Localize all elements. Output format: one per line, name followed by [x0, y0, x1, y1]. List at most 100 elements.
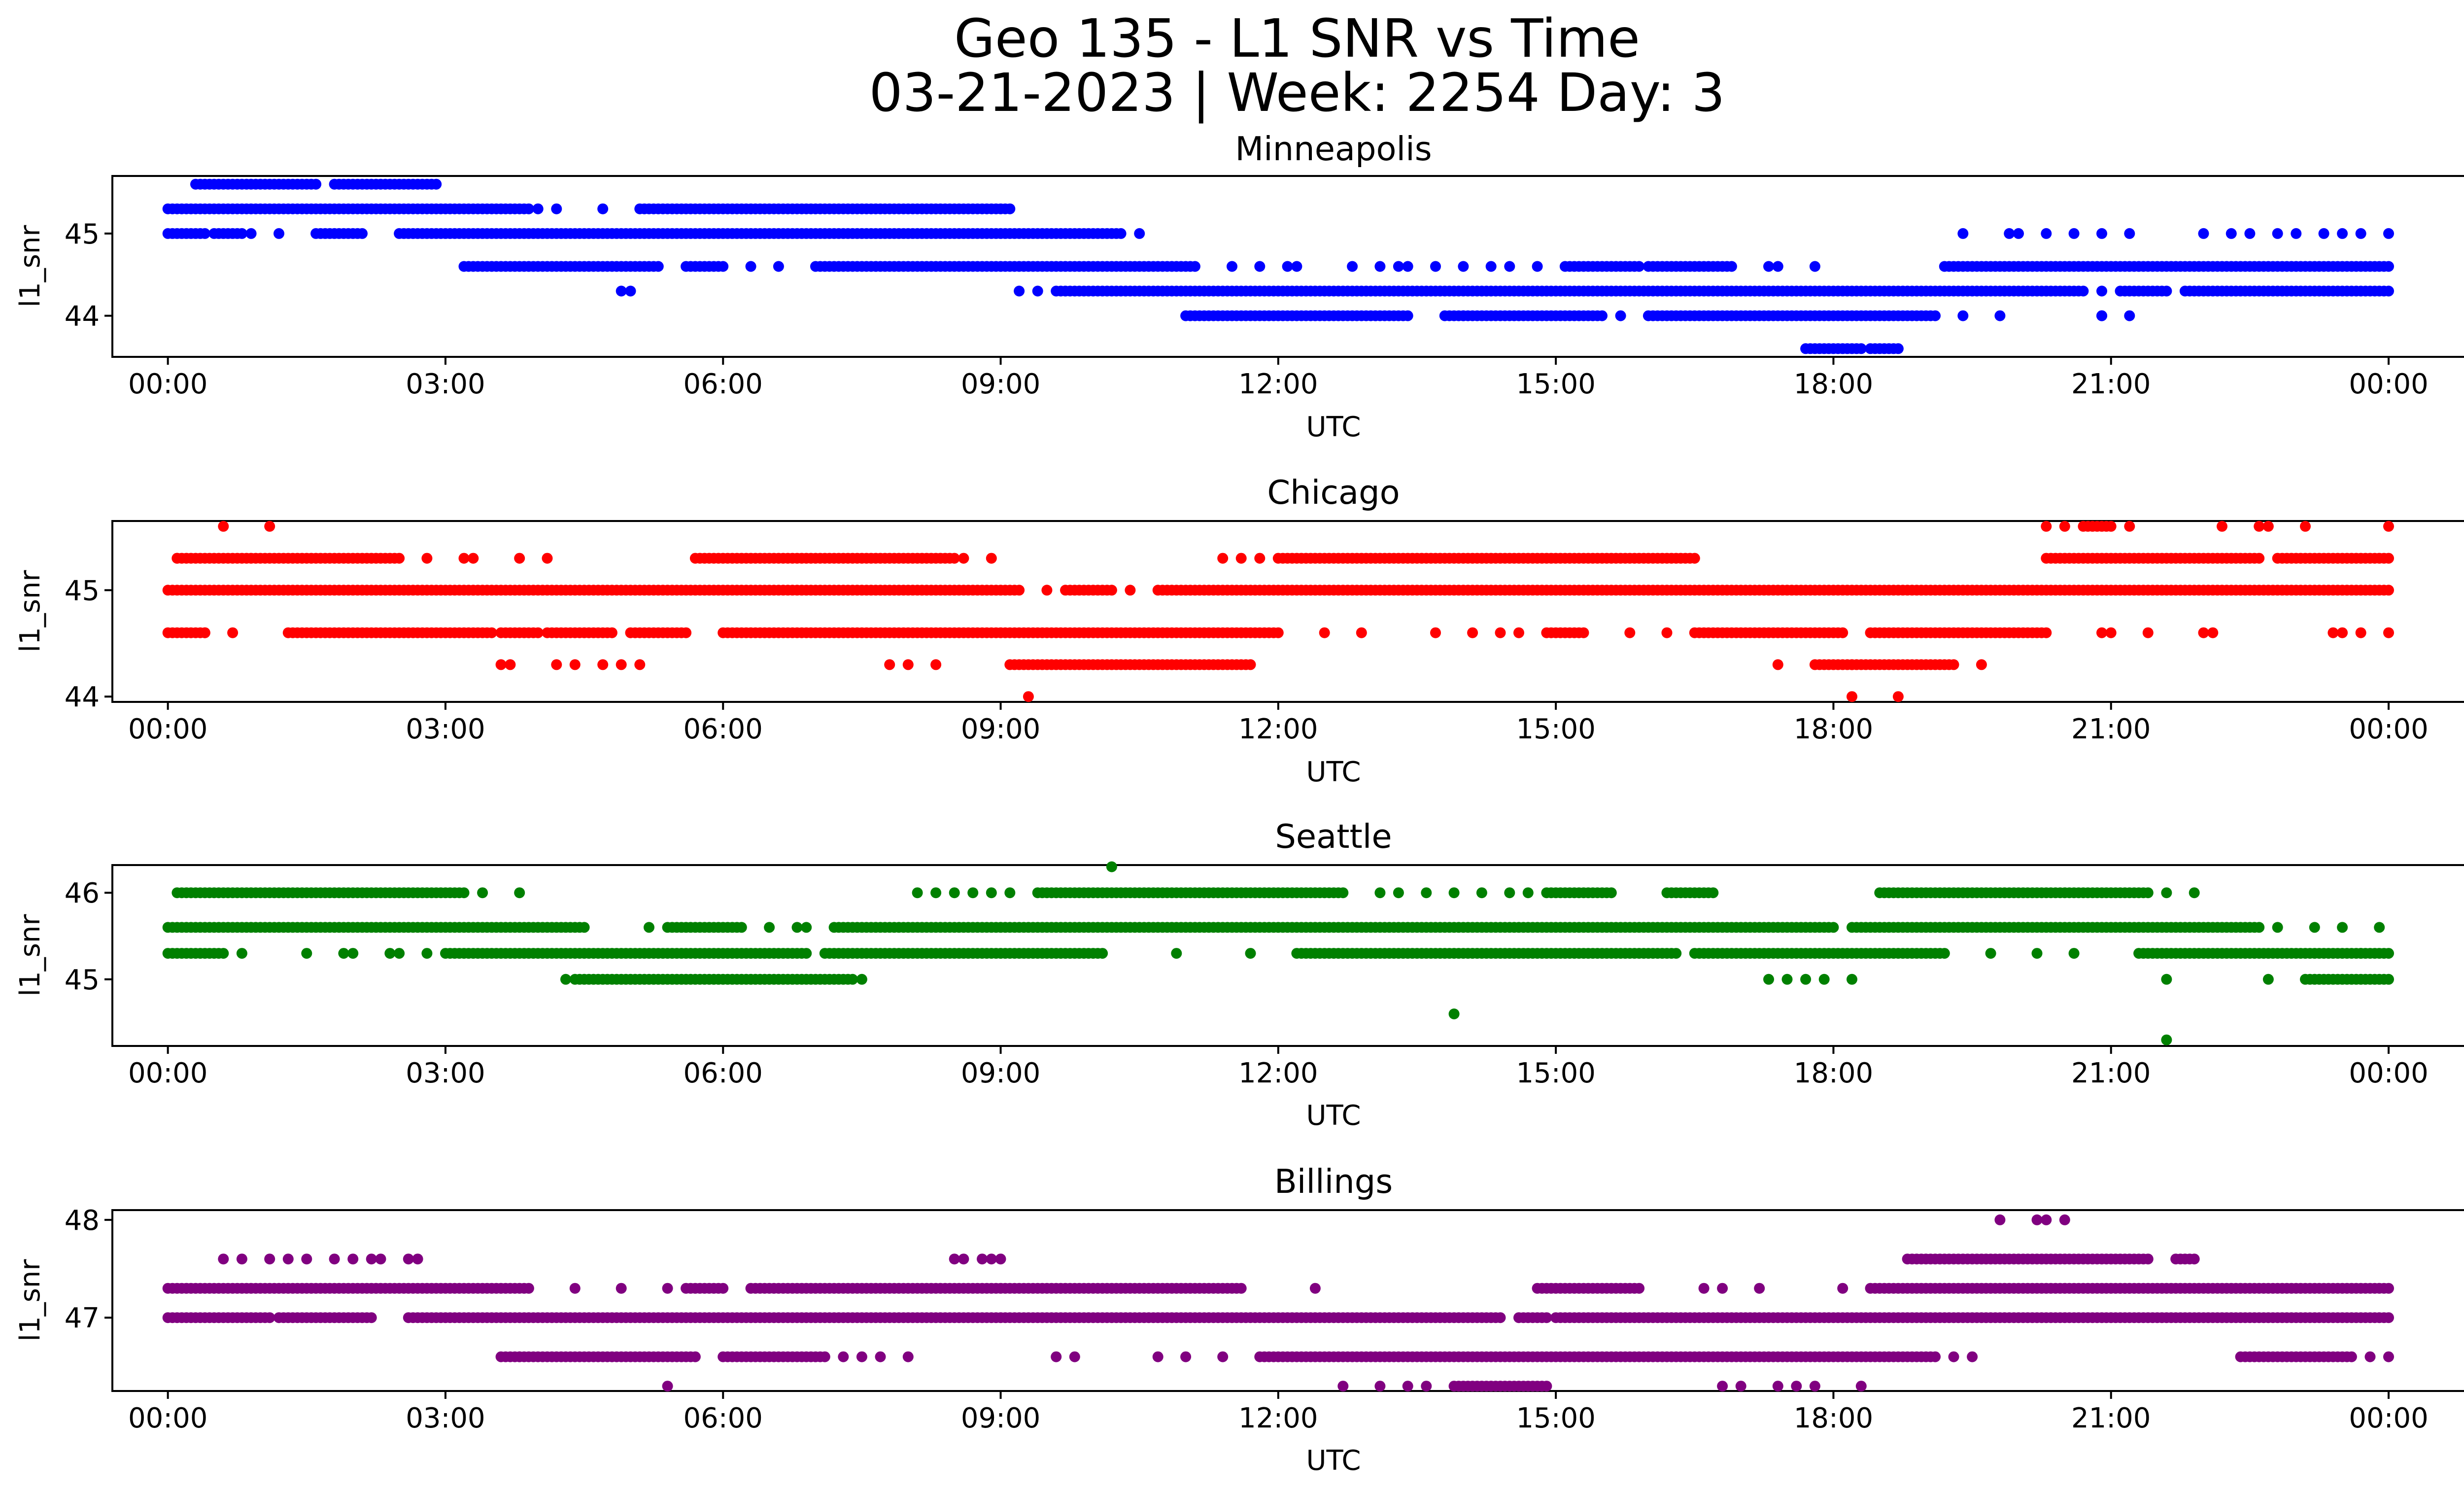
- data-point: [523, 203, 534, 214]
- data-point: [1763, 261, 1774, 272]
- data-point: [2383, 973, 2394, 985]
- data-point: [2383, 261, 2394, 272]
- data-point: [1847, 659, 1857, 670]
- data-point: [1698, 1283, 1710, 1294]
- data-point: [1541, 1381, 1552, 1392]
- x-axis-ticks: 00:00 03:00 06:00 09:00 12:00 15:00 18:00 21:00…: [128, 1391, 2429, 1434]
- data-point: [1772, 659, 1783, 670]
- data-point: [2254, 521, 2265, 532]
- data-point: [2262, 521, 2274, 532]
- data-point: [1245, 659, 1256, 670]
- data-point: [616, 1283, 627, 1294]
- x-tick-label: 00:00: [128, 1057, 207, 1089]
- data-point: [514, 887, 525, 899]
- data-point: [2189, 887, 2200, 899]
- data-point: [1837, 627, 1848, 638]
- scatter-marks: [162, 521, 2394, 702]
- data-point: [606, 627, 617, 638]
- data-point: [1448, 1008, 1460, 1019]
- data-point: [2383, 1351, 2394, 1362]
- plot-area: [111, 1209, 2464, 1392]
- data-point: [2383, 228, 2394, 239]
- data-point: [486, 627, 497, 638]
- data-point: [2364, 1351, 2376, 1362]
- x-axis-label: UTC: [1306, 756, 1361, 788]
- data-point: [1309, 1283, 1321, 1294]
- x-tick-label: 12:00: [1238, 368, 1318, 400]
- data-point: [1134, 228, 1145, 239]
- data-point: [1347, 261, 1358, 272]
- data-point: [2124, 228, 2135, 239]
- data-point: [366, 1253, 377, 1265]
- x-tick-label: 03:00: [406, 1057, 485, 1089]
- y-axis-label: l1_snr: [14, 1259, 46, 1342]
- x-tick-label: 09:00: [961, 1057, 1040, 1089]
- data-point: [264, 1312, 275, 1323]
- x-tick-label: 06:00: [684, 1057, 763, 1089]
- data-point: [1152, 1351, 1164, 1362]
- x-tick-label: 00:00: [128, 1402, 207, 1434]
- data-point: [958, 1253, 969, 1265]
- data-point: [902, 1351, 914, 1362]
- data-point: [2059, 1214, 2070, 1225]
- data-point: [1254, 553, 1266, 564]
- data-point: [986, 553, 997, 564]
- data-point: [227, 627, 239, 638]
- x-tick-label: 12:00: [1238, 713, 1318, 745]
- data-point: [403, 1253, 414, 1265]
- x-tick-label: 15:00: [1516, 368, 1595, 400]
- data-point: [2096, 285, 2107, 297]
- data-point: [930, 887, 942, 899]
- x-tick-label: 03:00: [406, 1402, 485, 1434]
- data-point: [1948, 1351, 1959, 1362]
- x-tick-label: 21:00: [2071, 368, 2151, 400]
- x-axis-label: UTC: [1306, 1445, 1361, 1477]
- data-point: [2383, 627, 2394, 638]
- x-tick-label: 06:00: [684, 368, 763, 400]
- data-point: [1189, 261, 1200, 272]
- data-point: [1513, 627, 1524, 638]
- data-point: [875, 1351, 886, 1362]
- data-point: [1014, 285, 1025, 297]
- data-point: [2124, 521, 2135, 532]
- data-point: [1837, 1283, 1848, 1294]
- data-point: [421, 553, 433, 564]
- y-tick-label: 48: [65, 1205, 100, 1237]
- chart-panel-chicago: Chicago 00:00 03:00 06:00 09:00 12:00 15:00 18…: [14, 473, 2464, 788]
- data-point: [1634, 261, 1645, 272]
- data-point: [2337, 627, 2348, 638]
- data-point: [1106, 861, 1117, 872]
- y-tick-label: 47: [65, 1302, 100, 1334]
- data-point: [560, 973, 571, 985]
- data-point: [171, 553, 183, 564]
- x-tick-label: 21:00: [2071, 1057, 2151, 1089]
- data-point: [2161, 285, 2172, 297]
- data-point: [458, 887, 470, 899]
- data-point: [310, 178, 322, 190]
- data-point: [1467, 627, 1478, 638]
- data-point: [2161, 1034, 2172, 1045]
- data-point: [1014, 585, 1025, 596]
- x-tick-label: 18:00: [1794, 1057, 1873, 1089]
- data-point: [652, 261, 664, 272]
- data-point: [394, 553, 405, 564]
- x-tick-label: 18:00: [1794, 713, 1873, 745]
- data-point: [375, 1253, 386, 1265]
- data-point: [236, 228, 247, 239]
- data-point: [2225, 228, 2237, 239]
- data-point: [505, 659, 516, 670]
- y-axis-label: l1_snr: [14, 570, 46, 653]
- data-point: [644, 922, 654, 933]
- panel-title: Chicago: [1267, 473, 1400, 512]
- x-axis-label: UTC: [1306, 1100, 1361, 1132]
- data-point: [986, 1253, 997, 1265]
- data-point: [1855, 1381, 1867, 1392]
- data-point: [1939, 948, 1950, 959]
- data-point: [801, 948, 812, 959]
- data-point: [1032, 285, 1043, 297]
- data-point: [597, 659, 609, 670]
- data-point: [1661, 627, 1673, 638]
- data-point: [2096, 228, 2107, 239]
- data-point: [2217, 521, 2227, 532]
